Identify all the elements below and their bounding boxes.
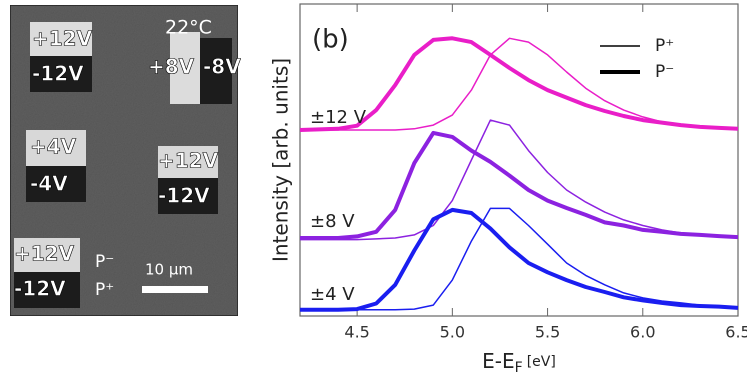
bright-pad [170, 32, 200, 104]
scale-label: 10 µm [145, 261, 193, 279]
voltage-label: -4V [30, 172, 68, 196]
spectrum-line [300, 119, 739, 241]
y-axis-label: Intensity [arb. units] [269, 58, 293, 262]
series-label: ±4 V [310, 284, 355, 305]
series-label: ±12 V [310, 107, 367, 128]
series-label: ±8 V [310, 211, 355, 232]
bright-pad [26, 130, 86, 166]
bright-pad [14, 238, 80, 272]
dark-pad [200, 38, 232, 104]
x-tick-label: 4.5 [344, 323, 369, 342]
plot-frame [299, 3, 739, 317]
x-tick-label: 5.0 [440, 323, 465, 342]
polarity-label: P⁻ [95, 252, 114, 272]
chart: (b) Intensity [arb. units] E-EF [eV] 4.5 5… [269, 3, 747, 377]
voltage-label: -8V [203, 55, 241, 79]
legend-label: P⁺ [655, 36, 674, 56]
legend-label: P⁻ [655, 62, 674, 82]
voltage-label: +12V [14, 242, 75, 266]
dark-pad [26, 166, 86, 202]
voltage-label: +12V [32, 27, 93, 51]
dark-pad [14, 272, 80, 308]
spectrum-line [300, 207, 739, 312]
bright-pad [158, 146, 218, 178]
dark-pad [30, 56, 92, 92]
voltage-label: -12V [14, 277, 66, 301]
micrograph: 22°C 10 µm P⁻ P⁺ +12V -12V +8V -8V +4V -4V +12… [9, 4, 242, 317]
x-tick-label: 6.0 [630, 323, 655, 342]
x-tick-label: 6.5 [725, 323, 747, 342]
voltage-label: +8V [148, 55, 195, 79]
spectrum-line [300, 207, 739, 311]
voltage-label: -12V [158, 184, 210, 208]
x-label-main: E-E [482, 349, 515, 373]
spectrum-line [300, 130, 739, 240]
dark-pad [158, 178, 218, 214]
x-label-unit: [eV] [527, 354, 556, 370]
bright-pad [30, 22, 92, 56]
voltage-label: -12V [32, 62, 84, 86]
spectrum-line [299, 36, 739, 132]
temperature: 22°C [165, 17, 212, 39]
x-label-sub: F [515, 360, 523, 376]
x-axis-label: E-EF [eV] [482, 349, 556, 377]
voltage-label: +12V [158, 149, 219, 173]
voltage-label: +4V [30, 135, 77, 159]
panel-label: (b) [312, 25, 349, 55]
x-tick-label: 5.5 [535, 323, 560, 342]
scale-bar [142, 286, 208, 293]
polarity-label: P⁺ [95, 280, 114, 300]
